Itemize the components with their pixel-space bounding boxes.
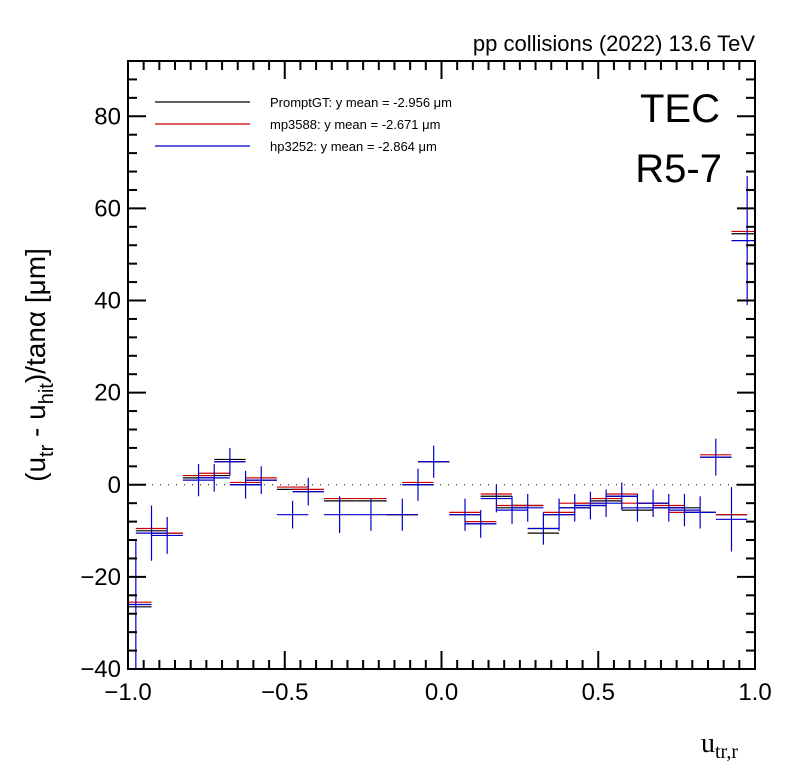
y-axis-ticks: −40 −20 0 20 40 60 80 <box>80 78 755 683</box>
data-point <box>700 438 732 476</box>
data-point <box>684 496 716 529</box>
y-tick-label: −40 <box>80 656 121 683</box>
data-point <box>637 489 669 517</box>
x-tick-label: 0.0 <box>425 679 458 706</box>
x-tick-label: −1.0 <box>104 679 151 706</box>
header-title: pp collisions (2022) 13.6 TeV <box>473 31 755 56</box>
data-point <box>229 470 262 499</box>
y-tick-label: 20 <box>94 380 121 407</box>
data-point <box>151 517 183 554</box>
data-point <box>417 445 450 478</box>
plot-area <box>128 176 755 669</box>
x-tick-label: 1.0 <box>738 679 771 706</box>
data-point <box>559 493 591 522</box>
data-point <box>198 464 230 492</box>
data-point <box>480 484 513 513</box>
y-tick-label: 40 <box>94 288 121 315</box>
data-point <box>182 464 215 497</box>
data-point <box>465 510 497 538</box>
y-axis-title-part-3: )/tanα [μm] <box>20 248 51 383</box>
y-axis-title-part-2: - u <box>20 404 51 444</box>
data-point <box>668 493 701 527</box>
y-tick-label: 80 <box>94 103 121 130</box>
data-point <box>715 487 748 552</box>
data-point <box>135 505 168 561</box>
x-axis-ticks: −1.0 −0.5 0.0 0.5 1.0 <box>104 61 772 706</box>
x-tick-label: −0.5 <box>261 679 308 706</box>
data-point <box>621 493 654 522</box>
data-point <box>731 176 755 306</box>
data-point <box>543 498 575 531</box>
data-point <box>402 468 434 501</box>
legend-label: mp3588: y mean = -2.671 μm <box>270 117 440 132</box>
legend-entry: mp3588: y mean = -2.671 μm <box>155 117 440 132</box>
legend-label: PromptGT: y mean = -2.956 μm <box>270 95 452 110</box>
data-point <box>606 482 638 511</box>
series-3 <box>128 176 755 669</box>
data-point <box>355 498 387 531</box>
data-point <box>496 496 528 524</box>
x-tick-label: 0.5 <box>582 679 615 706</box>
data-point <box>386 498 418 531</box>
data-point <box>245 466 277 494</box>
data-point <box>292 477 324 506</box>
y-tick-label: 60 <box>94 195 121 222</box>
data-point <box>527 512 560 545</box>
data-point <box>590 489 622 517</box>
data-point <box>512 493 544 522</box>
y-axis-title: (utr - uhit)/tanα [μm] <box>20 248 58 482</box>
legend: PromptGT: y mean = -2.956 μm mp3588: y me… <box>155 95 452 154</box>
legend-entry: PromptGT: y mean = -2.956 μm <box>155 95 452 110</box>
y-axis-title-sub-1: tr <box>36 444 58 457</box>
detector-label: TEC <box>640 87 720 131</box>
y-axis-title-sub-2: hit <box>36 383 58 405</box>
data-point <box>653 493 685 522</box>
x-axis-title-sub: tr,r <box>715 741 738 763</box>
data-point <box>276 500 309 529</box>
legend-label: hp3252: y mean = -2.864 μm <box>270 139 437 154</box>
data-point <box>574 491 607 520</box>
data-point <box>214 447 246 476</box>
data-point <box>323 496 356 534</box>
y-tick-label: −20 <box>80 564 121 591</box>
y-axis-title-part-1: (u <box>20 457 51 482</box>
region-label: R5-7 <box>635 147 722 191</box>
data-point <box>128 540 152 669</box>
data-point <box>449 498 481 531</box>
legend-entry: hp3252: y mean = -2.864 μm <box>155 139 437 154</box>
x-axis-title: utr,r <box>701 728 738 763</box>
y-tick-label: 0 <box>108 472 121 499</box>
x-axis-title-main: u <box>701 728 715 759</box>
